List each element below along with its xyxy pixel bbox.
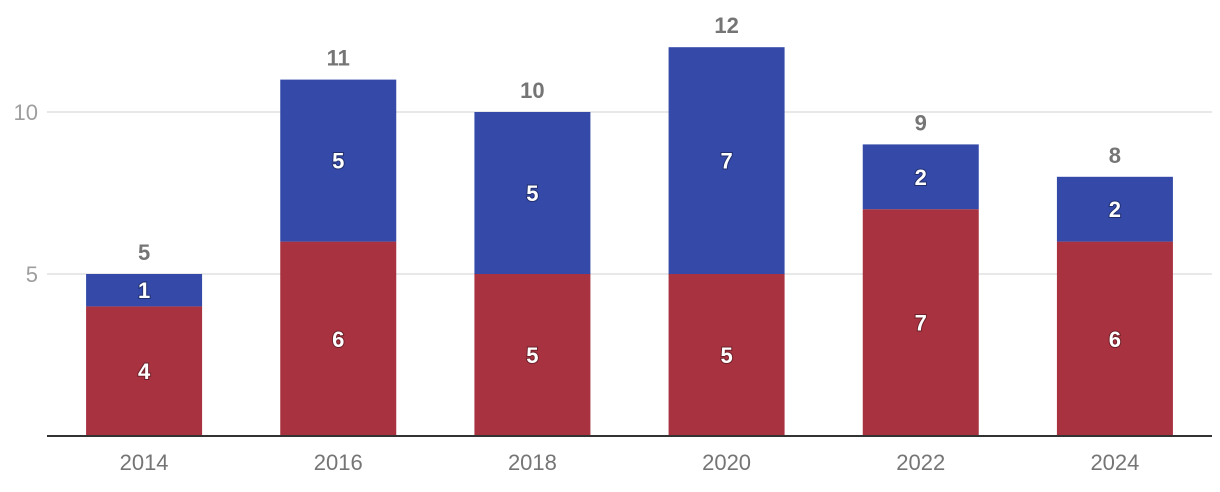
bar-segment-2020-series2 bbox=[668, 47, 785, 275]
segment-value-label: 5 bbox=[526, 343, 538, 368]
total-value-label: 9 bbox=[915, 110, 927, 135]
bar-segment-2016-series1 bbox=[280, 241, 397, 436]
total-value-label: 5 bbox=[138, 240, 150, 265]
bars bbox=[86, 47, 1173, 436]
segment-value-label: 7 bbox=[720, 149, 732, 174]
segment-value-label: 2 bbox=[915, 165, 927, 190]
bar-segment-2024-series2 bbox=[1056, 176, 1173, 242]
bar-segment-2020-series1 bbox=[668, 274, 785, 436]
segment-value-label: 5 bbox=[332, 149, 344, 174]
bar-segment-2022-series1 bbox=[862, 209, 979, 436]
segment-value-label: 1 bbox=[138, 278, 150, 303]
x-tick-label-2024: 2024 bbox=[1090, 450, 1139, 475]
segment-value-label: 2 bbox=[1109, 197, 1121, 222]
y-tick-label-10: 10 bbox=[14, 100, 38, 125]
y-axis-ticks: 5 10 bbox=[14, 100, 38, 287]
x-tick-label-2020: 2020 bbox=[702, 450, 751, 475]
bar-segment-2014-series1 bbox=[86, 306, 203, 436]
x-tick-label-2016: 2016 bbox=[314, 450, 363, 475]
x-tick-label-2022: 2022 bbox=[896, 450, 945, 475]
x-tick-label-2018: 2018 bbox=[508, 450, 557, 475]
total-value-label: 10 bbox=[520, 78, 544, 103]
segment-value-label: 6 bbox=[1109, 327, 1121, 352]
total-value-label: 8 bbox=[1109, 143, 1121, 168]
y-tick-label-5: 5 bbox=[26, 262, 38, 287]
segment-value-label: 7 bbox=[915, 311, 927, 336]
bar-segment-2018-series1 bbox=[474, 274, 591, 436]
x-tick-label-2014: 2014 bbox=[120, 450, 169, 475]
total-value-label: 11 bbox=[327, 46, 350, 71]
segment-value-label: 4 bbox=[138, 359, 151, 384]
bar-segment-2018-series2 bbox=[474, 112, 591, 274]
segment-value-label: 5 bbox=[526, 181, 538, 206]
bar-segment-2024-series1 bbox=[1056, 241, 1173, 436]
segment-value-label: 6 bbox=[332, 327, 344, 352]
bar-segment-2014-series2 bbox=[86, 274, 203, 307]
bar-segment-2022-series2 bbox=[862, 144, 979, 210]
total-value-label: 12 bbox=[714, 13, 738, 38]
gridlines bbox=[47, 111, 1212, 275]
bar-segment-2016-series2 bbox=[280, 79, 397, 242]
x-axis-ticks: 2014 2016 2018 2020 2022 2024 bbox=[120, 450, 1140, 475]
segment-value-label: 5 bbox=[720, 343, 732, 368]
data-labels: 4 1 5 6 5 11 5 5 10 5 7 12 7 2 9 6 2 8 bbox=[137, 13, 1122, 385]
